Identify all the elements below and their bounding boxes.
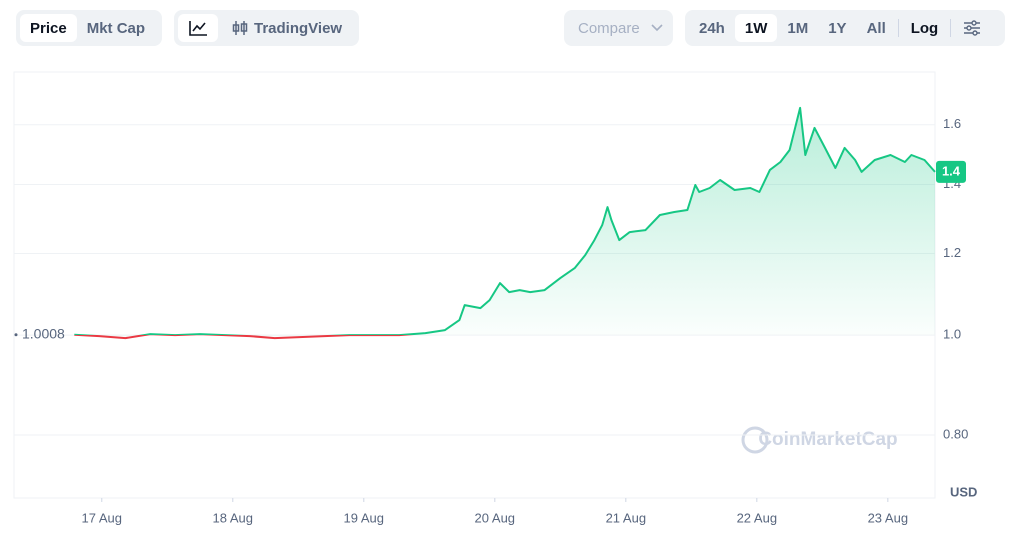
baseline-label: 1.0008: [22, 325, 65, 341]
settings-button[interactable]: [953, 14, 991, 42]
chevron: [651, 24, 663, 32]
y-tick-label: 1.0: [943, 327, 961, 342]
x-tick-label: 22 Aug: [737, 510, 778, 525]
x-tick-label: 20 Aug: [475, 510, 516, 525]
settings-icon: [964, 20, 981, 36]
separator: [897, 19, 899, 37]
line-icon: [189, 21, 207, 36]
candle-icon: [232, 21, 248, 35]
range-button[interactable]: 1Y: [828, 19, 847, 37]
price-tab[interactable]: Price: [20, 14, 77, 42]
log-toggle[interactable]: Log: [910, 19, 939, 37]
chart-style: TradingView: [174, 10, 359, 46]
compare-label: Compare: [578, 19, 640, 37]
range-button[interactable]: 1W: [734, 14, 778, 42]
price-area: [74, 107, 936, 339]
x-tick-label: 18 Aug: [213, 510, 254, 525]
range-button[interactable]: 24h: [699, 19, 725, 37]
y-axis-unit: USD: [950, 484, 977, 499]
watermark-logo: [741, 426, 769, 454]
price-line: [74, 106, 936, 340]
line-chart-button[interactable]: [178, 14, 218, 42]
separator: [950, 19, 952, 37]
x-tick-label: 21 Aug: [606, 510, 647, 525]
current-price-label: 1.4: [942, 163, 961, 178]
y-tick-label: 0.80: [943, 426, 968, 441]
y-tick-label: 1.2: [943, 245, 961, 260]
range-selector: 24h 1W 1M 1Y All Log: [685, 10, 1005, 46]
range-button[interactable]: 1M: [787, 19, 809, 37]
watermark: CoinMarketCap: [758, 429, 897, 450]
compare-dropdown[interactable]: Compare: [564, 10, 673, 46]
baseline-dot: [14, 333, 18, 337]
mkt-cap-tab[interactable]: Mkt Cap: [86, 19, 146, 37]
tradingview-label: TradingView: [254, 19, 343, 37]
chart-mode: Price Mkt Cap: [16, 10, 162, 46]
tradingview-button[interactable]: TradingView: [222, 14, 352, 42]
y-tick-label: 1.6: [943, 116, 961, 131]
x-tick-label: 19 Aug: [344, 510, 385, 525]
x-tick-label: 23 Aug: [868, 510, 909, 525]
range-button[interactable]: All: [866, 19, 886, 37]
x-tick-label: 17 Aug: [82, 510, 123, 525]
current-price-box: [936, 160, 966, 183]
